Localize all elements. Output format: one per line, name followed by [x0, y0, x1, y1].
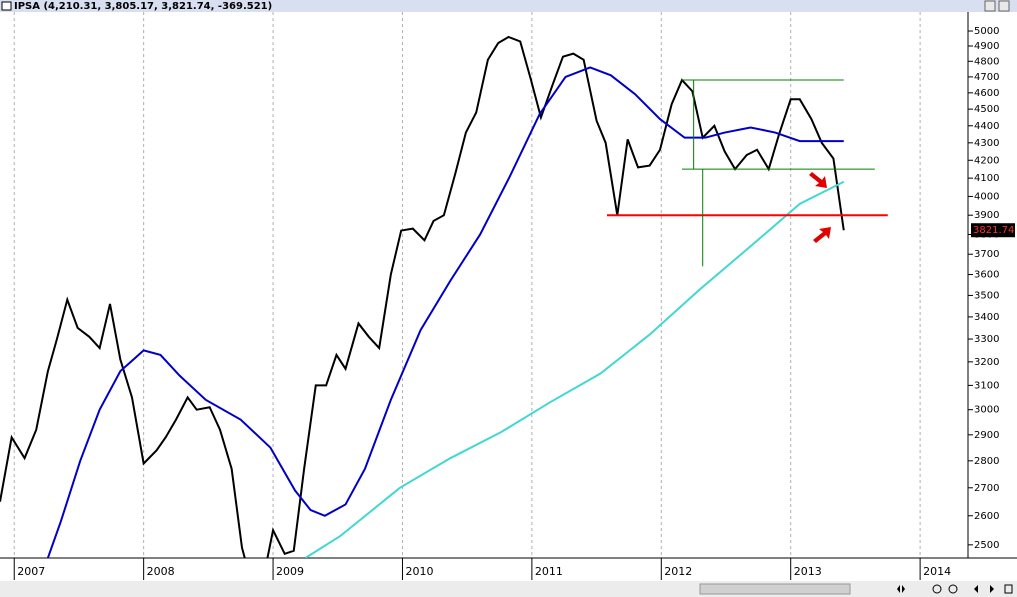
y-tick-label: 3200: [974, 357, 999, 368]
scroll-left-icon[interactable]: [974, 585, 978, 593]
scroll-right-icon[interactable]: [990, 585, 994, 593]
scrollbar[interactable]: [0, 581, 1017, 597]
zoom-in-icon[interactable]: [948, 584, 958, 594]
x-tick-label: 2014: [923, 565, 951, 578]
y-tick-label: 4900: [974, 41, 999, 52]
y-tick-label: 3600: [974, 270, 999, 281]
x-tick-label: 2007: [17, 565, 45, 578]
y-tick-label: 2700: [974, 483, 999, 494]
y-tick-label: 4800: [974, 56, 999, 67]
window-icon: [1, 1, 12, 11]
x-tick-label: 2011: [535, 565, 563, 578]
x-tick-label: 2012: [664, 565, 692, 578]
y-tick-label: 4700: [974, 72, 999, 83]
arrow-icon: [813, 227, 831, 243]
title-bar: [0, 0, 1017, 12]
y-tick-label: 4100: [974, 173, 999, 184]
y-tick-label: 4400: [974, 121, 999, 132]
y-tick-label: 4600: [974, 88, 999, 99]
scroll-buttons[interactable]: [897, 584, 1013, 594]
series-line: [0, 35, 845, 558]
y-tick-label: 4000: [974, 191, 999, 202]
x-tick-label: 2009: [276, 565, 304, 578]
y-tick-label: 3000: [974, 405, 999, 416]
restore-button[interactable]: [984, 0, 996, 12]
x-tick-label: 2010: [405, 565, 433, 578]
y-tick-label: 2900: [974, 430, 999, 441]
last-price-box: [971, 223, 1015, 238]
scroll-icon[interactable]: [897, 585, 905, 593]
y-tick-label: 3700: [974, 249, 999, 260]
scroll-thumb[interactable]: [699, 583, 851, 595]
zoom-out-icon[interactable]: [932, 584, 942, 594]
y-tick-label: 4500: [974, 104, 999, 115]
plot-area: [0, 12, 921, 558]
x-tick-label: 2013: [794, 565, 822, 578]
chart-title: IPSA (4,210.31, 3,805.17, 3,821.74, -369…: [14, 1, 272, 12]
y-tick-label: 2600: [974, 511, 999, 522]
y-tick-label: 5000: [974, 26, 999, 37]
y-tick-label: 2800: [974, 456, 999, 467]
y-tick-label: 4200: [974, 155, 999, 166]
last-price-label: 3821.74: [973, 225, 1014, 236]
menu-icon[interactable]: [1004, 584, 1013, 594]
y-tick-label: 2500: [974, 540, 999, 551]
y-tick-label: 3900: [974, 210, 999, 221]
y-tick-label: 3400: [974, 312, 999, 323]
series-line: [46, 66, 844, 558]
y-tick-label: 4300: [974, 138, 999, 149]
arrow-icon: [809, 172, 827, 188]
y-tick-label: 3300: [974, 334, 999, 345]
close-button[interactable]: [998, 0, 1010, 12]
y-tick-label: 3500: [974, 290, 999, 301]
x-tick-label: 2008: [147, 565, 175, 578]
y-tick-label: 3100: [974, 380, 999, 391]
series-line: [304, 180, 845, 558]
